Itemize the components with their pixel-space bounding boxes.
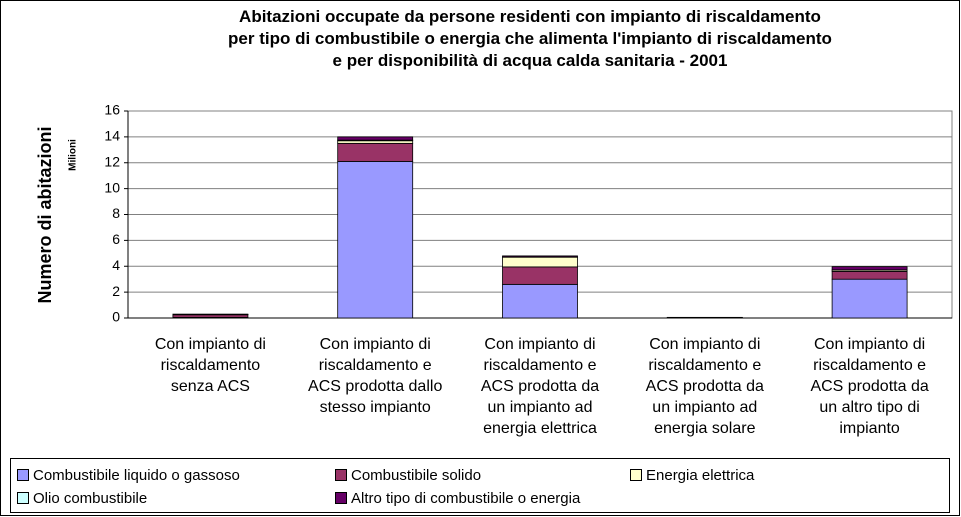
legend-swatch [17, 469, 29, 481]
x-tick-label: Con impianto di riscaldamento e ACS prod… [810, 336, 929, 437]
bar-segment [502, 283, 578, 319]
legend-label: Energia elettrica [646, 466, 755, 484]
legend-label: Altro tipo di combustibile o energia [351, 489, 581, 507]
x-tick-label: Con impianto di riscaldamento e ACS prod… [480, 336, 600, 437]
y-tick-label: 16 [104, 102, 120, 118]
legend-item: Combustibile solido [335, 465, 481, 485]
bar-segment [337, 161, 414, 319]
y-tick-label: 2 [112, 283, 120, 299]
bar-segment [502, 266, 578, 285]
y-tick-label: 4 [112, 257, 120, 273]
x-tick-label: Con impianto di riscaldamento e ACS prod… [645, 336, 764, 437]
bar-segment [831, 271, 908, 280]
y-tick-label: 6 [112, 231, 120, 247]
x-tick-label: Con impianto di riscaldamento senza ACS [154, 336, 266, 395]
bar-segment [831, 266, 908, 271]
legend [10, 458, 950, 513]
y-tick-label: 12 [104, 153, 120, 169]
y-tick-label: 10 [104, 179, 120, 195]
bar-segment [502, 256, 578, 268]
legend-swatch [630, 469, 642, 481]
legend-item: Olio combustibile [17, 488, 147, 508]
bar-segment [831, 278, 908, 319]
legend-label: Olio combustibile [33, 489, 148, 507]
y-tick-label: 8 [112, 205, 120, 221]
legend-item: Combustibile liquido o gassoso [17, 465, 240, 485]
y-tick-label: 14 [104, 128, 120, 144]
legend-item: Energia elettrica [630, 465, 754, 485]
legend-label: Combustibile solido [351, 466, 482, 484]
bar-segment [337, 136, 414, 141]
bar-segment [337, 142, 414, 162]
bar-segment [502, 255, 578, 258]
y-tick-label: 0 [112, 309, 120, 325]
y-unit: Milioni [68, 139, 79, 171]
chart-title: Abitazioni occupate da persone residenti… [228, 7, 832, 70]
legend-swatch [17, 492, 29, 504]
x-tick-label: Con impianto di riscaldamento e ACS prod… [308, 336, 443, 416]
y-axis-label: Numero di abitazioni [35, 126, 55, 303]
legend-swatch [335, 492, 347, 504]
legend-item: Altro tipo di combustibile o energia [335, 488, 580, 508]
legend-swatch [335, 469, 347, 481]
legend-label: Combustibile liquido o gassoso [33, 466, 240, 484]
